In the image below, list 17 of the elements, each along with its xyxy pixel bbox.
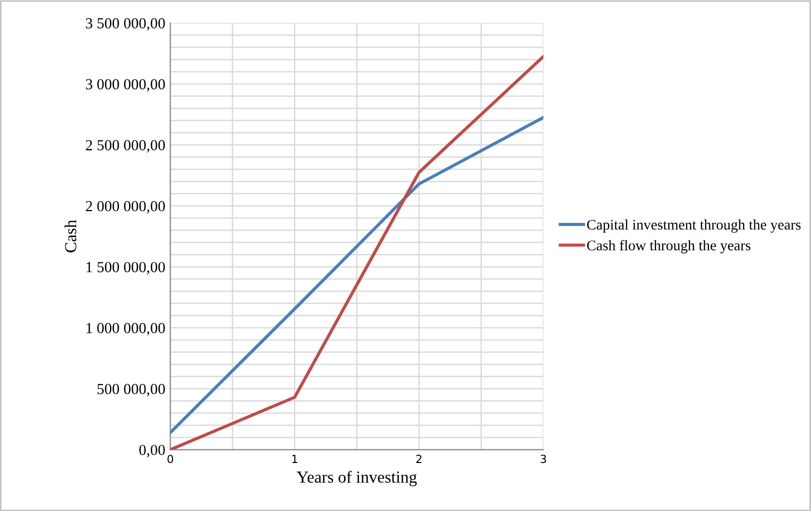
y-tick-label: 1 500 000,00 (86, 262, 165, 274)
x-tick-label: 2 (416, 454, 422, 463)
x-tick-label: 3 (540, 454, 546, 464)
legend-label: Cash flow through the years (587, 240, 750, 254)
x-axis-title: Years of investing (296, 470, 417, 486)
y-tick-label: 2 500 000,00 (86, 140, 165, 153)
y-tick-label: 3 500 000,00 (86, 18, 165, 31)
line-series (170, 116, 544, 434)
y-tick-label: 500 000,00 (98, 384, 165, 396)
y-axis-title: Cash (64, 220, 76, 252)
y-tick-label: 1 000 000,00 (86, 322, 165, 336)
y-tick-label: 2 000 000,00 (86, 201, 165, 214)
x-tick-label: 0 (168, 454, 174, 464)
y-tick-label: 0,00 (139, 444, 165, 458)
x-tick-label: 1 (292, 454, 298, 463)
y-tick-label: 3 000 000,00 (86, 79, 165, 92)
legend-label: Capital investment through the years (587, 219, 801, 233)
